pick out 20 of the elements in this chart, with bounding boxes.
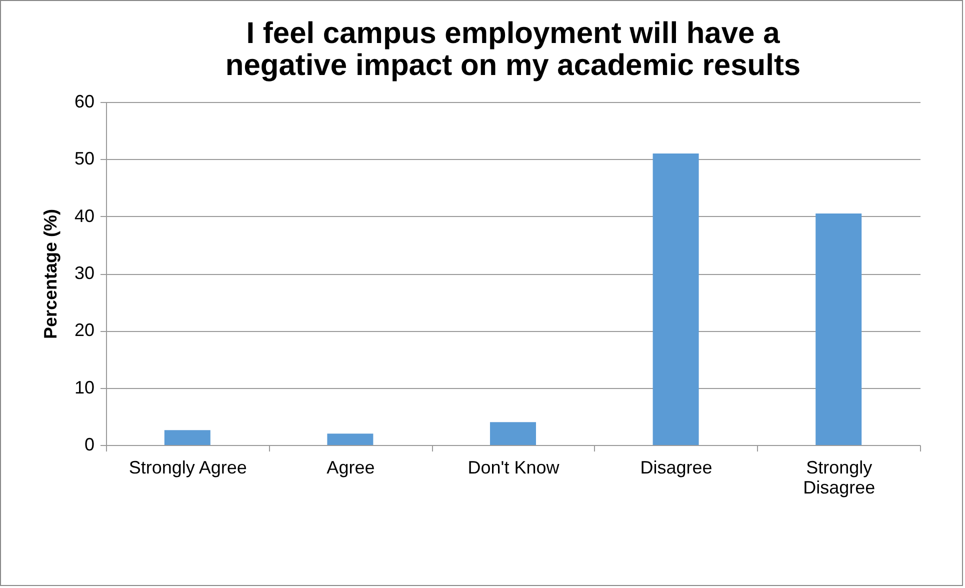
text: I feel campus employment will have a: [246, 17, 780, 50]
y-tick-label: 0: [84, 434, 94, 454]
y-axis-title: Percentage (%): [40, 208, 60, 340]
x-tick-label: Agree: [326, 458, 375, 478]
y-tick-label: 20: [74, 320, 94, 340]
x-tick-label: Strongly Agree: [128, 458, 247, 478]
x-tick-label: Strongly Disagree: [803, 458, 876, 498]
x-tick-label: Disagree: [640, 458, 712, 478]
y-tick-label: 40: [74, 206, 94, 226]
bar: [652, 153, 699, 445]
text: negative impact on my academic results: [225, 49, 801, 82]
bar: [490, 422, 536, 445]
bar: [327, 434, 374, 445]
y-tick-label: 50: [74, 148, 94, 169]
x-tick-label: Don't Know: [468, 458, 560, 478]
bar: [816, 213, 862, 445]
bar: [164, 430, 210, 445]
y-tick-label: 60: [74, 92, 94, 112]
y-tick-label: 30: [74, 263, 94, 283]
y-tick-label: 10: [74, 377, 94, 398]
